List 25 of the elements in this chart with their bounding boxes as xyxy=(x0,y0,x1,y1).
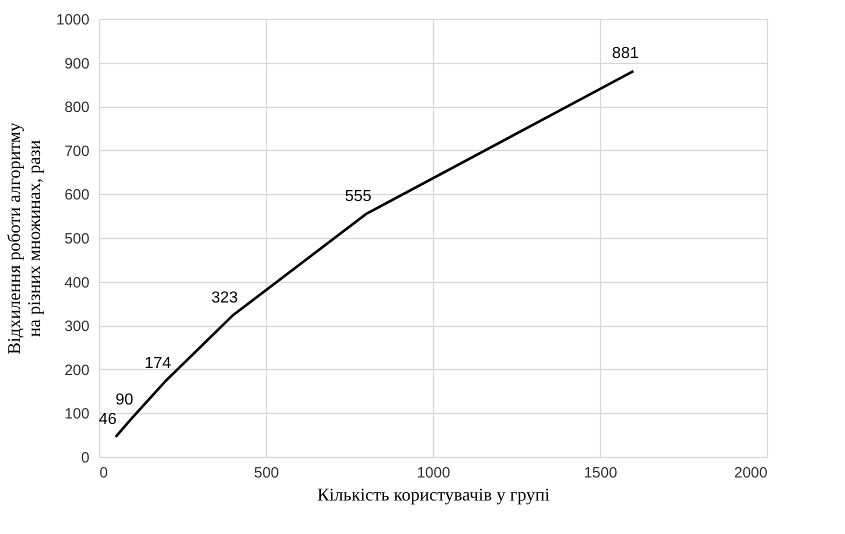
y-tick-label: 900 xyxy=(64,55,90,72)
y-tick-label: 200 xyxy=(64,362,90,379)
y-tick-label: 0 xyxy=(81,450,90,466)
x-tick-label: 1000 xyxy=(416,464,450,482)
y-tick-label: 600 xyxy=(64,186,90,204)
data-label: 323 xyxy=(211,290,238,307)
y-tick-label: 500 xyxy=(64,230,90,248)
y-tick-label: 1000 xyxy=(56,12,90,28)
y-tick-label: 100 xyxy=(64,406,90,423)
x-tick-label: 500 xyxy=(254,464,280,482)
data-label: 174 xyxy=(144,354,172,372)
y-tick-label: 400 xyxy=(64,274,90,292)
data-label: 881 xyxy=(612,45,639,62)
y-tick-label: 800 xyxy=(64,99,90,116)
line-series xyxy=(114,70,635,438)
x-tick-label: 0 xyxy=(100,464,108,482)
x-tick-label: 2000 xyxy=(734,464,768,482)
data-label: 555 xyxy=(344,188,372,205)
data-label: 90 xyxy=(116,392,134,409)
data-label: 46 xyxy=(98,410,117,428)
y-tick-label: 300 xyxy=(64,318,90,336)
y-tick-label: 700 xyxy=(64,142,90,160)
y-axis-title: Відхилення роботи алгоритму на різних множинах, рази xyxy=(4,122,44,354)
x-axis-title: Кількість користувачів у групі xyxy=(317,484,550,504)
x-tick-label: 1500 xyxy=(584,464,618,482)
